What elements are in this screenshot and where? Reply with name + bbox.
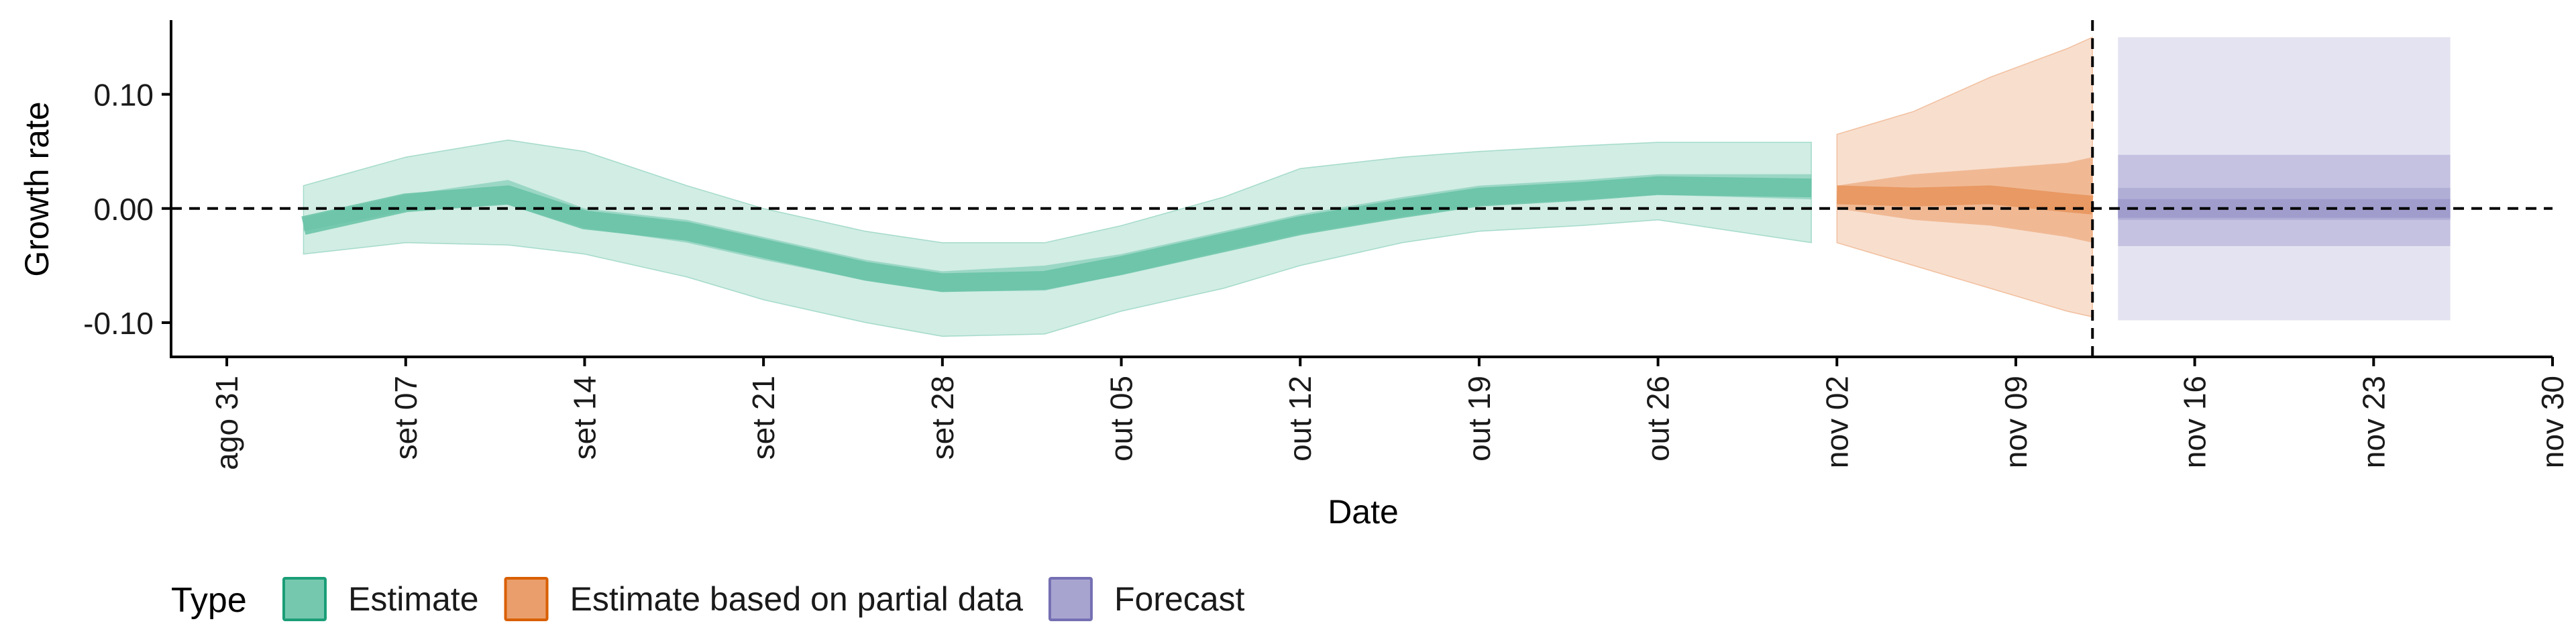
legend-item-label: Forecast [1114,580,1245,618]
bands-layer [301,36,2451,337]
reference-lines [171,20,2553,357]
y-tick-label: -0.10 [83,306,154,341]
estimate-90-band [303,139,1812,337]
x-tick-label: ago 31 [209,376,244,470]
x-tick-label: out 19 [1462,376,1497,462]
x-tick-label: nov 23 [2356,376,2391,468]
axes: 0.10 0.00 -0.10 ago 31 set 07 set 14 set 21 set… [83,20,2570,470]
x-tick-label: out 05 [1104,376,1139,462]
x-tick-label: out 26 [1641,376,1676,462]
x-tick-label: set 14 [567,376,602,460]
x-axis-title: Date [1328,493,1399,531]
x-tick-label: nov 30 [2535,376,2570,468]
legend-swatch [1048,577,1093,621]
estimate-median-line [301,176,1812,292]
legend-swatch [504,577,549,621]
x-tick-label: nov 02 [1819,376,1854,468]
x-tick-label: set 07 [388,376,423,460]
y-axis-title: Growth rate [18,101,56,276]
x-tick-label: out 12 [1283,376,1318,462]
x-tick-label: set 28 [925,376,960,460]
x-tick-label: set 21 [746,376,781,460]
x-tick-label: nov 09 [1998,376,2033,468]
y-tick-label: 0.10 [93,78,154,113]
forecast-outer-band [2118,37,2451,321]
legend-item-label: Estimate based on partial data [570,580,1024,618]
legend-swatch [282,577,327,621]
legend-title: Type [171,581,247,620]
y-tick-label: 0.00 [93,192,154,227]
x-tick-label: nov 16 [2178,376,2212,468]
legend-item-label: Estimate [348,580,479,618]
legend: Type Estimate Estimate based on partial d… [171,577,1245,621]
estimate-based-on-partial-data-median-line [1836,185,2094,215]
